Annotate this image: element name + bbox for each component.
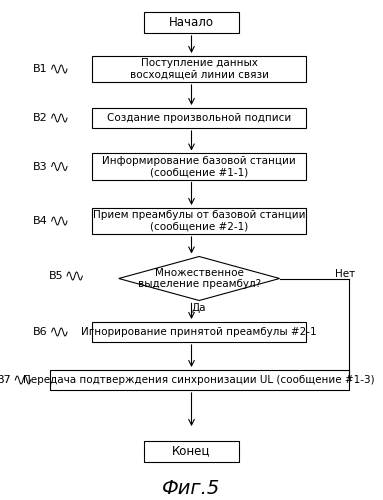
Text: Поступление данных
восходящей линии связи: Поступление данных восходящей линии связ…: [130, 58, 268, 80]
Text: В4: В4: [33, 216, 48, 226]
Text: В3: В3: [33, 162, 48, 172]
FancyBboxPatch shape: [92, 322, 306, 342]
Text: Прием преамбулы от базовой станции
(сообщение #2-1): Прием преамбулы от базовой станции (сооб…: [93, 210, 305, 232]
FancyBboxPatch shape: [92, 108, 306, 128]
FancyBboxPatch shape: [144, 440, 239, 462]
Text: Начало: Начало: [169, 16, 214, 29]
Text: В2: В2: [33, 113, 48, 123]
FancyBboxPatch shape: [92, 208, 306, 234]
Text: В5: В5: [49, 271, 63, 281]
Text: Конец: Конец: [172, 444, 211, 458]
Text: Нет: Нет: [335, 269, 355, 279]
Text: Множественное
выделение преамбул?: Множественное выделение преамбул?: [137, 268, 261, 289]
Polygon shape: [119, 256, 280, 300]
Text: Фиг.5: Фиг.5: [162, 480, 221, 498]
FancyBboxPatch shape: [92, 56, 306, 82]
Text: Игнорирование принятой преамбулы #2-1: Игнорирование принятой преамбулы #2-1: [81, 327, 317, 337]
FancyBboxPatch shape: [50, 370, 349, 390]
Text: Информирование базовой станции
(сообщение #1-1): Информирование базовой станции (сообщени…: [102, 156, 296, 178]
Text: Создание произвольной подписи: Создание произвольной подписи: [107, 113, 291, 123]
FancyBboxPatch shape: [92, 154, 306, 180]
Text: В6: В6: [33, 327, 48, 337]
Text: В1: В1: [33, 64, 48, 74]
Text: Передача подтверждения синхронизации UL (сообщение #1-3): Передача подтверждения синхронизации UL …: [23, 375, 375, 385]
Text: В7: В7: [0, 375, 11, 385]
Text: Да: Да: [192, 303, 206, 313]
FancyBboxPatch shape: [144, 12, 239, 33]
